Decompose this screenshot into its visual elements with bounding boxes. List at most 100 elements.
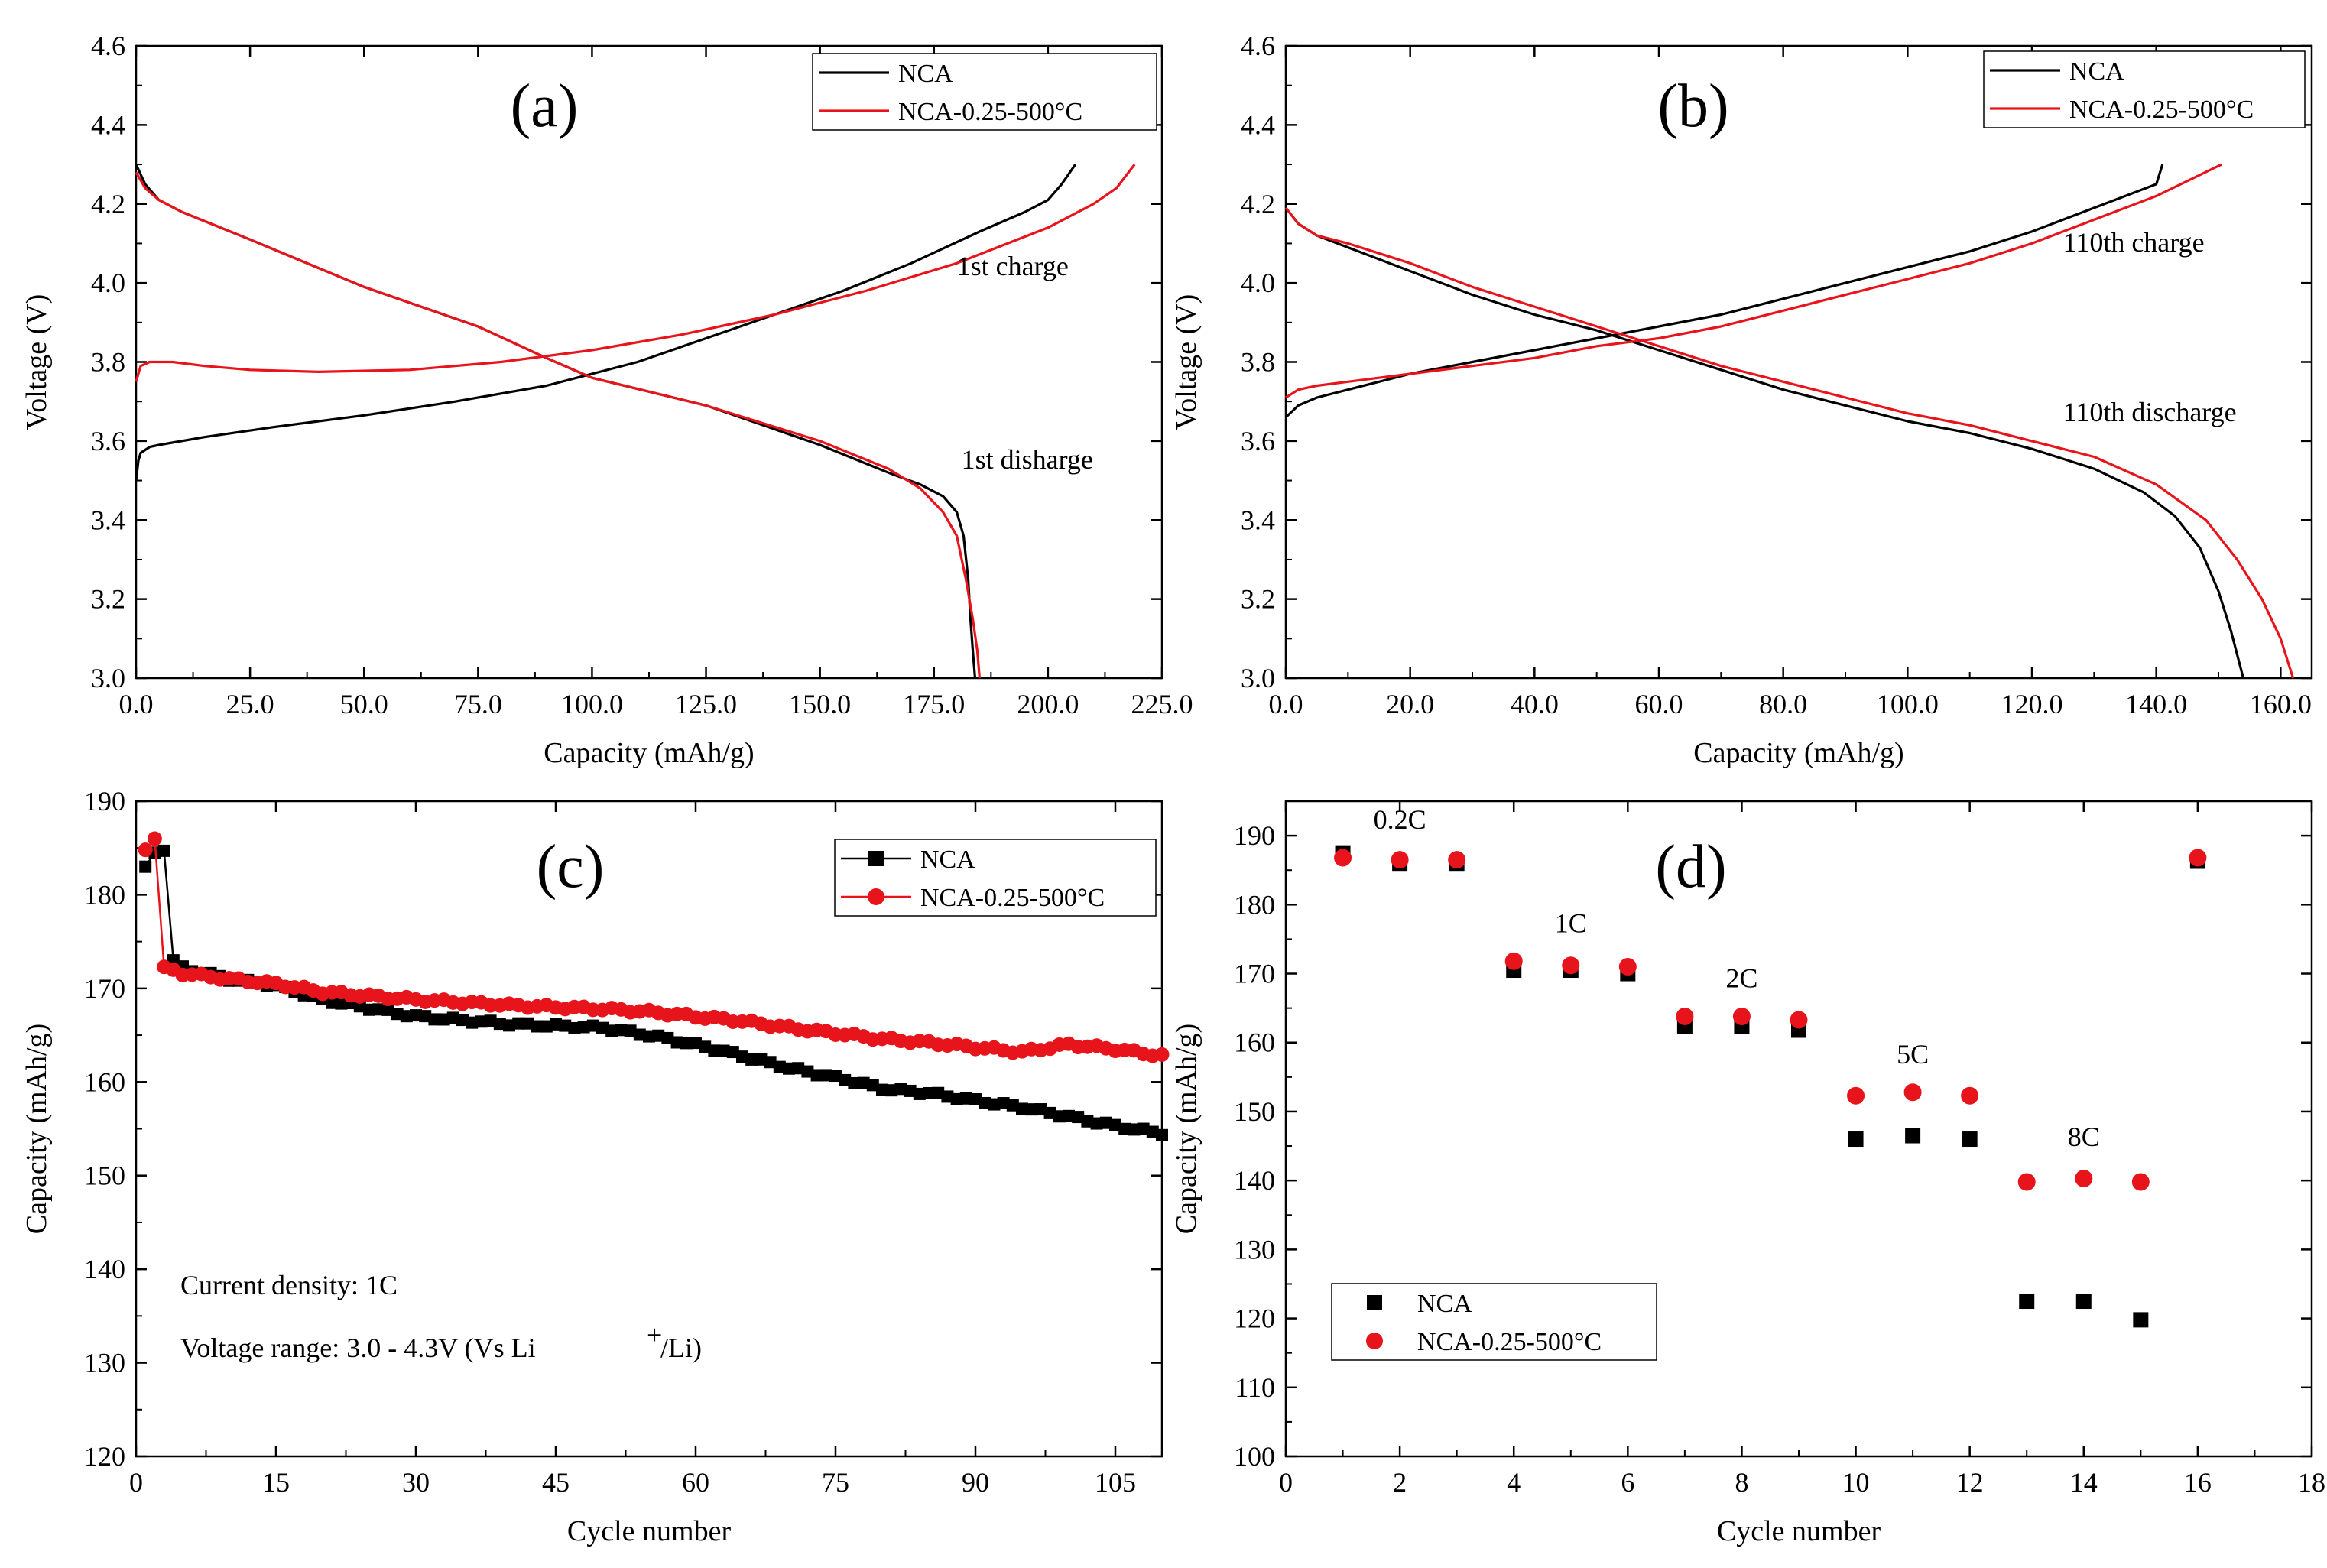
data-point xyxy=(885,1084,898,1097)
data-point xyxy=(475,1015,488,1028)
y-tick-label: 4.6 xyxy=(1241,31,1275,61)
x-tick-label: 105 xyxy=(1095,1467,1136,1498)
data-point xyxy=(670,1036,683,1049)
series-0 xyxy=(1335,845,2205,1328)
y-tick-label: 110 xyxy=(1235,1372,1275,1403)
data-point xyxy=(1034,1103,1047,1116)
data-point xyxy=(1090,1117,1103,1130)
panel-label: (a) xyxy=(511,73,579,140)
series-line-2 xyxy=(135,164,1136,382)
data-point xyxy=(2017,1173,2036,1191)
x-tick-label: 10 xyxy=(1842,1467,1870,1498)
data-point xyxy=(1562,956,1580,975)
y-tick-label: 4.0 xyxy=(91,268,125,298)
data-point xyxy=(446,1011,459,1024)
note-voltage-range-end: /Li) xyxy=(660,1333,702,1363)
data-point xyxy=(531,1020,544,1033)
x-tick-label: 2 xyxy=(1393,1467,1407,1498)
data-point xyxy=(941,1090,954,1103)
data-point xyxy=(783,1062,795,1075)
series-line-1 xyxy=(135,164,977,679)
data-point xyxy=(391,1008,404,1021)
data-point xyxy=(157,844,170,857)
data-point xyxy=(801,1065,814,1078)
y-axis-title: Voltage (V) xyxy=(21,294,53,430)
data-point xyxy=(2189,849,2207,867)
y-tick-label: 160 xyxy=(84,1066,125,1097)
data-point xyxy=(1118,1122,1131,1135)
x-tick-label: 50.0 xyxy=(340,689,388,719)
x-tick-label: 12 xyxy=(1956,1467,1984,1498)
data-point xyxy=(428,1013,441,1026)
legend-box xyxy=(834,839,1157,917)
data-point xyxy=(819,1069,832,1082)
data-point xyxy=(1848,1131,1864,1148)
series-1 xyxy=(138,831,1170,1063)
legend-marker xyxy=(868,888,884,905)
data-point xyxy=(503,1019,515,1032)
data-point xyxy=(615,1024,628,1037)
x-axis-title: Capacity (mAh/g) xyxy=(544,737,754,769)
data-point xyxy=(1016,1102,1028,1115)
y-tick-label: 4.4 xyxy=(1241,109,1275,140)
data-point xyxy=(997,1097,1010,1110)
y-tick-label: 100 xyxy=(1234,1441,1275,1472)
y-tick-label: 130 xyxy=(1234,1234,1275,1264)
legend-label: NCA xyxy=(898,60,953,88)
data-point xyxy=(139,860,152,873)
y-tick-label: 4.4 xyxy=(91,109,125,140)
y-tick-label: 3.8 xyxy=(91,347,125,378)
x-tick-label: 0 xyxy=(1279,1467,1293,1498)
series-line-3 xyxy=(1284,206,2295,679)
y-tick-label: 3.0 xyxy=(1241,663,1275,693)
x-axis-title: Capacity (mAh/g) xyxy=(1693,737,1903,769)
data-point xyxy=(1334,849,1352,867)
data-point xyxy=(484,1014,497,1027)
note-voltage-range: Voltage range: 3.0 - 4.3V (Vs Li xyxy=(180,1333,536,1363)
data-point xyxy=(410,1009,422,1022)
y-tick-label: 130 xyxy=(84,1348,125,1378)
y-tick-label: 150 xyxy=(84,1161,125,1191)
legend-label: NCA xyxy=(920,846,975,874)
legend-label: NCA xyxy=(1417,1290,1472,1318)
note-current-density: Current density: 1C xyxy=(180,1270,398,1300)
x-tick-label: 0.0 xyxy=(1269,689,1303,719)
x-tick-label: 15 xyxy=(262,1467,290,1498)
y-axis-title: Capacity (mAh/g) xyxy=(1170,1024,1202,1234)
data-point xyxy=(1448,851,1466,869)
data-point xyxy=(147,831,162,846)
data-point xyxy=(624,1024,637,1037)
data-point xyxy=(400,1010,413,1023)
x-tick-label: 120.0 xyxy=(2001,689,2063,719)
data-point xyxy=(839,1073,852,1086)
data-point xyxy=(335,997,348,1010)
y-axis-title: Voltage (V) xyxy=(1170,294,1202,430)
y-tick-label: 170 xyxy=(1234,959,1275,989)
y-tick-label: 170 xyxy=(84,973,125,1004)
data-point xyxy=(2075,1169,2093,1187)
data-point xyxy=(876,1083,888,1096)
y-tick-label: 4.6 xyxy=(91,31,125,61)
y-tick-label: 4.2 xyxy=(91,189,125,219)
data-point xyxy=(913,1087,926,1100)
y-tick-label: 3.4 xyxy=(1241,505,1275,535)
data-point xyxy=(512,1017,525,1030)
x-axis-title: Cycle number xyxy=(1717,1515,1881,1547)
x-tick-label: 80.0 xyxy=(1759,689,1807,719)
data-point xyxy=(950,1092,963,1105)
data-point xyxy=(596,1021,609,1034)
x-tick-label: 160.0 xyxy=(2250,689,2312,719)
data-point xyxy=(959,1092,972,1105)
data-point xyxy=(1790,1011,1808,1029)
data-point xyxy=(1025,1103,1038,1116)
x-tick-label: 175.0 xyxy=(903,689,965,719)
data-point xyxy=(643,1030,655,1043)
data-point xyxy=(857,1076,870,1089)
data-point xyxy=(848,1076,861,1089)
data-point xyxy=(810,1069,823,1082)
data-point xyxy=(353,1000,366,1013)
data-point xyxy=(1847,1086,1865,1105)
data-point xyxy=(540,1020,553,1033)
legend-marker xyxy=(868,851,884,866)
